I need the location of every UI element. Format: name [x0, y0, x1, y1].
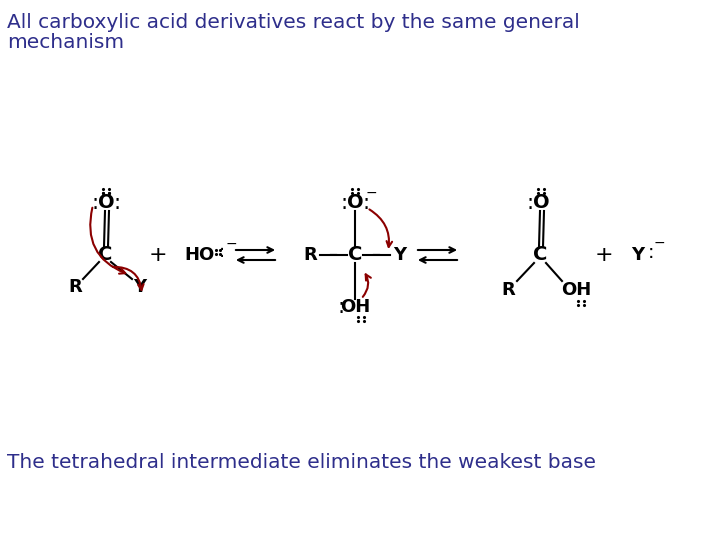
Text: OH: OH	[340, 298, 370, 316]
Text: Y: Y	[393, 246, 407, 264]
Text: R: R	[68, 278, 82, 296]
Text: –: –	[328, 245, 338, 263]
Text: –: –	[372, 245, 380, 263]
Text: C: C	[533, 246, 547, 265]
Text: :: :	[91, 193, 99, 213]
Text: OH: OH	[561, 281, 591, 299]
Text: C: C	[98, 246, 112, 265]
Text: O: O	[347, 193, 364, 213]
Text: mechanism: mechanism	[7, 33, 124, 52]
Text: R: R	[501, 281, 515, 299]
Text: R: R	[303, 246, 317, 264]
Text: +: +	[595, 245, 613, 265]
Text: All carboxylic acid derivatives react by the same general: All carboxylic acid derivatives react by…	[7, 13, 580, 32]
Text: :: :	[648, 244, 654, 262]
Text: −: −	[365, 186, 377, 200]
Text: :: :	[114, 193, 120, 213]
Text: HO: HO	[185, 246, 215, 264]
Text: Y: Y	[631, 246, 644, 264]
Text: :: :	[341, 193, 348, 213]
Text: :: :	[362, 193, 369, 213]
Text: −: −	[225, 237, 237, 251]
Text: :: :	[338, 297, 344, 317]
Text: O: O	[533, 193, 549, 213]
Text: O: O	[98, 193, 114, 213]
Text: +: +	[149, 245, 167, 265]
Text: The tetrahedral intermediate eliminates the weakest base: The tetrahedral intermediate eliminates …	[7, 453, 596, 472]
Text: :: :	[219, 243, 225, 261]
Text: Y: Y	[133, 278, 147, 296]
Text: C: C	[348, 246, 362, 265]
Text: :: :	[526, 193, 534, 213]
Text: −: −	[653, 236, 665, 250]
